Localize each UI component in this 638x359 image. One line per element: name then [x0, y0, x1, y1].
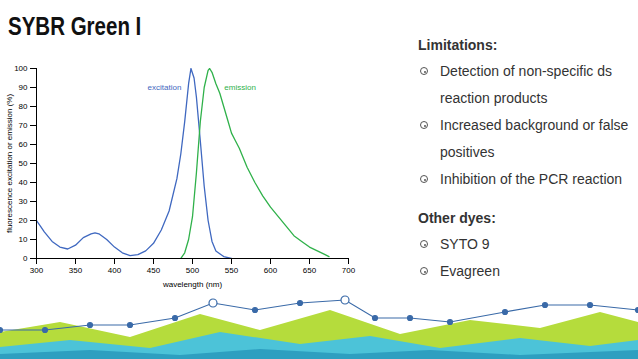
svg-text:450: 450	[147, 266, 161, 275]
svg-text:fluorescence excitation or emi: fluorescence excitation or emission (%)	[5, 94, 14, 234]
svg-text:70: 70	[19, 121, 28, 130]
svg-text:0: 0	[23, 254, 28, 263]
svg-text:80: 80	[19, 102, 28, 111]
svg-text:100: 100	[14, 64, 28, 73]
svg-text:600: 600	[264, 266, 278, 275]
svg-text:wavelength (nm): wavelength (nm)	[162, 280, 222, 289]
svg-text:700: 700	[342, 266, 356, 275]
html-text:Inhibition of the PCR reaction: Inhibition of the PCR reaction	[440, 171, 623, 187]
svg-text:50: 50	[19, 159, 28, 168]
html-text:Limitations:: Limitations:	[418, 37, 498, 53]
svg-text:30: 30	[19, 197, 28, 206]
svg-text:300: 300	[30, 266, 44, 275]
svg-text:400: 400	[108, 266, 122, 275]
svg-text:500: 500	[186, 266, 200, 275]
svg-text:20: 20	[19, 216, 28, 225]
svg-text:10: 10	[19, 235, 28, 244]
html-text:Increased background or false: Increased background or false positives	[440, 117, 629, 160]
svg-text:40: 40	[19, 178, 28, 187]
svg-text:650: 650	[303, 266, 317, 275]
svg-text:350: 350	[69, 266, 83, 275]
html-text:Other dyes:: Other dyes:	[418, 210, 496, 226]
html-text:SYBR Green I: SYBR Green I	[8, 12, 142, 40]
html-text:SYTO 9: SYTO 9	[440, 236, 490, 252]
html-text:Detection of non-specific ds r: Detection of non-specific ds reaction pr…	[440, 63, 612, 106]
svg-text:90: 90	[19, 83, 28, 92]
svg-text:excitation: excitation	[148, 83, 182, 92]
html-text:Evagreen: Evagreen	[440, 263, 500, 279]
svg-text:550: 550	[225, 266, 239, 275]
svg-text:emission: emission	[224, 83, 256, 92]
svg-text:60: 60	[19, 140, 28, 149]
